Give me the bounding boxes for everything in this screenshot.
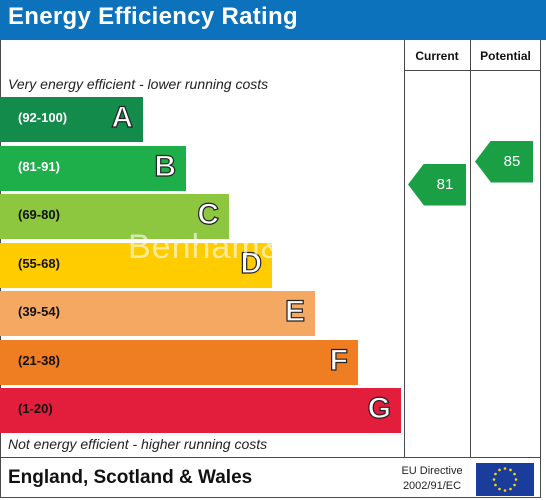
eu-star-icon bbox=[509, 487, 512, 491]
band-b: (81-91) B bbox=[0, 145, 186, 191]
band-range-label: (1-20) bbox=[18, 401, 53, 416]
band-letter: D bbox=[240, 246, 263, 280]
chart-title: Energy Efficiency Rating bbox=[8, 3, 298, 30]
band-c: (69-80) C bbox=[0, 194, 229, 239]
eu-star-icon bbox=[503, 489, 507, 492]
potential-column-header: Potential bbox=[480, 49, 531, 63]
band-d: (55-68) D bbox=[0, 242, 272, 288]
eu-star-icon bbox=[509, 468, 512, 472]
band-letter: B bbox=[154, 149, 177, 183]
eu-star-icon bbox=[513, 472, 516, 476]
eu-star-icon bbox=[503, 467, 507, 470]
current-column-header: Current bbox=[415, 49, 459, 63]
band-range-label: (81-91) bbox=[18, 158, 60, 174]
band-range-label: (39-54) bbox=[18, 304, 60, 319]
column-header-rule bbox=[404, 70, 541, 71]
header-bar: Energy Efficiency Rating bbox=[0, 0, 546, 40]
band-letter: E bbox=[284, 294, 305, 328]
eu-directive-label: EU Directive 2002/91/EC bbox=[392, 464, 472, 494]
band-letter: C bbox=[197, 197, 220, 231]
watermark: Benham&Reeves bbox=[128, 228, 406, 266]
eu-star-icon bbox=[498, 487, 501, 491]
eu-star-icon bbox=[494, 472, 497, 476]
band-e: (39-54) E bbox=[0, 291, 315, 336]
eu-star-icon bbox=[494, 483, 497, 487]
eu-star-icon bbox=[514, 478, 518, 481]
eu-star-icon bbox=[498, 468, 501, 472]
band-f: (21-38) F bbox=[0, 339, 358, 385]
eu-star-icon bbox=[513, 483, 516, 487]
band-range-label: (92-100) bbox=[18, 110, 68, 125]
footer-rule bbox=[0, 457, 541, 458]
divider-current bbox=[404, 40, 405, 457]
band-range-label: (69-80) bbox=[18, 207, 60, 222]
divider-potential bbox=[470, 40, 471, 457]
band-a: (92-100) A bbox=[0, 97, 143, 142]
band-g: (1-20) G bbox=[0, 388, 401, 433]
band-range-label: (55-68) bbox=[18, 255, 60, 271]
caption-inefficient: Not energy efficient - higher running co… bbox=[8, 436, 268, 452]
band-letter: A bbox=[111, 100, 134, 134]
eu-flag-icon bbox=[476, 463, 534, 496]
band-letter: G bbox=[367, 391, 392, 425]
eu-star-icon bbox=[492, 478, 496, 481]
caption-efficient: Very energy efficient - lower running co… bbox=[8, 76, 269, 92]
footer-region-label: England, Scotland & Wales bbox=[8, 467, 253, 488]
band-letter: F bbox=[329, 343, 349, 377]
directive-line-2: 2002/91/EC bbox=[402, 480, 462, 492]
potential-rating-value: 85 bbox=[503, 152, 521, 170]
directive-line-1: EU Directive bbox=[401, 465, 463, 477]
current-rating-value: 81 bbox=[436, 175, 454, 193]
band-range-label: (21-38) bbox=[18, 352, 60, 368]
